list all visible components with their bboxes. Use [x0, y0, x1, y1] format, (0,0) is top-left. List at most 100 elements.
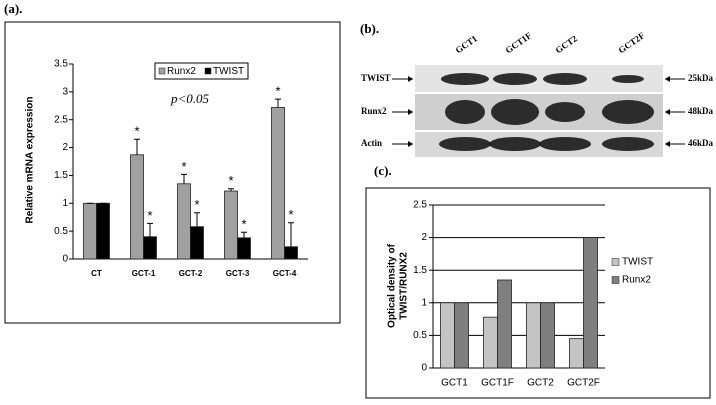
bar [177, 183, 191, 260]
y-tick-label: 3.5 [54, 59, 68, 70]
band [493, 73, 537, 85]
error-bar [194, 212, 200, 227]
y-tick-label: 2.5 [54, 114, 68, 125]
bar [237, 237, 251, 260]
band [539, 137, 591, 151]
arrowhead [408, 141, 413, 147]
band [543, 73, 587, 85]
x-tick-label: GCT2F [567, 378, 600, 389]
row-label: Actin [361, 138, 382, 148]
band [491, 99, 539, 125]
bar [440, 302, 455, 369]
x-tick-label: GCT-4 [273, 269, 297, 278]
bar [224, 190, 238, 260]
legend-label: Runx2 [167, 66, 196, 77]
arrowhead [665, 76, 670, 82]
significance-mark: * [228, 173, 233, 188]
legend-swatch [611, 258, 620, 266]
y-tick-label: 2 [421, 232, 427, 243]
legend-label: Runx2 [622, 275, 651, 286]
y-tick-label: 0.5 [413, 330, 427, 341]
x-tick-label: GCT-1 [132, 269, 156, 278]
arrowhead [408, 76, 413, 82]
bar [130, 154, 144, 260]
lane-label: GCT2 [554, 33, 580, 55]
bar [284, 246, 298, 260]
y-tick-label: 1.5 [54, 170, 68, 181]
panel-label: (c). [374, 163, 392, 178]
legend-swatch [611, 276, 620, 284]
significance-mark: * [147, 208, 152, 223]
legend-swatch [158, 67, 166, 75]
panel-frame [365, 187, 711, 399]
significance-mark: * [288, 207, 293, 222]
size-label: 48kDa [688, 106, 714, 116]
panel-label: (b). [360, 21, 379, 36]
x-tick-label: GCT1 [441, 378, 468, 389]
significance-mark: * [181, 159, 186, 174]
band [439, 137, 491, 151]
error-bar [181, 173, 187, 184]
legend-frame [154, 62, 249, 80]
band [612, 75, 644, 83]
legend-swatch [204, 67, 212, 75]
band [602, 137, 654, 151]
error-bar [288, 222, 294, 247]
bar [454, 302, 469, 369]
significance-mark: * [194, 197, 199, 212]
bar [497, 279, 512, 369]
y-tick-label: 1.5 [413, 265, 427, 276]
y-tick-label: 2.5 [413, 200, 427, 211]
y-tick-label: 1 [421, 297, 427, 308]
bar [526, 302, 541, 369]
bar [271, 107, 285, 260]
band [602, 100, 654, 124]
lane-label: GCT1F [504, 30, 534, 55]
y-tick-label: 3 [62, 86, 68, 97]
panel-frame [4, 21, 341, 324]
x-tick-label: GCT-3 [226, 269, 250, 278]
y-tick-label: 0 [421, 363, 427, 374]
bar [190, 226, 204, 260]
row-label: TWIST [361, 73, 391, 83]
row-label: Runx2 [361, 106, 387, 116]
bar [143, 236, 157, 260]
bar [569, 338, 584, 369]
band [441, 73, 489, 85]
x-tick-label: GCT-2 [179, 269, 203, 278]
error-bar [147, 222, 153, 237]
annotation: p<0.05 [170, 91, 210, 106]
western-blot [415, 65, 663, 157]
y-tick-label: 0.5 [54, 226, 68, 237]
y-axis-label: TWIST/RUNX2 [399, 252, 410, 320]
significance-mark: * [134, 124, 139, 139]
bar [583, 237, 598, 369]
x-tick-label: GCT1F [481, 378, 514, 389]
panel-label: (a). [4, 1, 22, 16]
error-bar [275, 98, 281, 108]
significance-mark: * [275, 84, 280, 99]
size-label: 25kDa [688, 73, 714, 83]
legend-label: TWIST [622, 257, 653, 268]
arrowhead [665, 109, 670, 115]
y-axis-label: Optical density of [387, 243, 398, 328]
y-tick-label: 1 [62, 198, 68, 209]
error-bar [228, 188, 234, 192]
y-tick-label: 0 [62, 254, 68, 265]
x-tick-label: CT [91, 269, 102, 278]
arrowhead [665, 141, 670, 147]
bar [83, 202, 97, 260]
bar [540, 302, 555, 369]
y-tick-label: 2 [62, 142, 68, 153]
bar [483, 316, 498, 369]
lane-label: GCT1 [454, 33, 480, 55]
band [445, 100, 485, 124]
x-tick-label: GCT2 [527, 378, 554, 389]
error-bar [134, 138, 140, 155]
y-axis-label: Relative mRNA expression [25, 97, 36, 224]
band [545, 102, 585, 122]
arrowhead [408, 109, 413, 115]
significance-mark: * [241, 217, 246, 232]
band [489, 137, 541, 151]
